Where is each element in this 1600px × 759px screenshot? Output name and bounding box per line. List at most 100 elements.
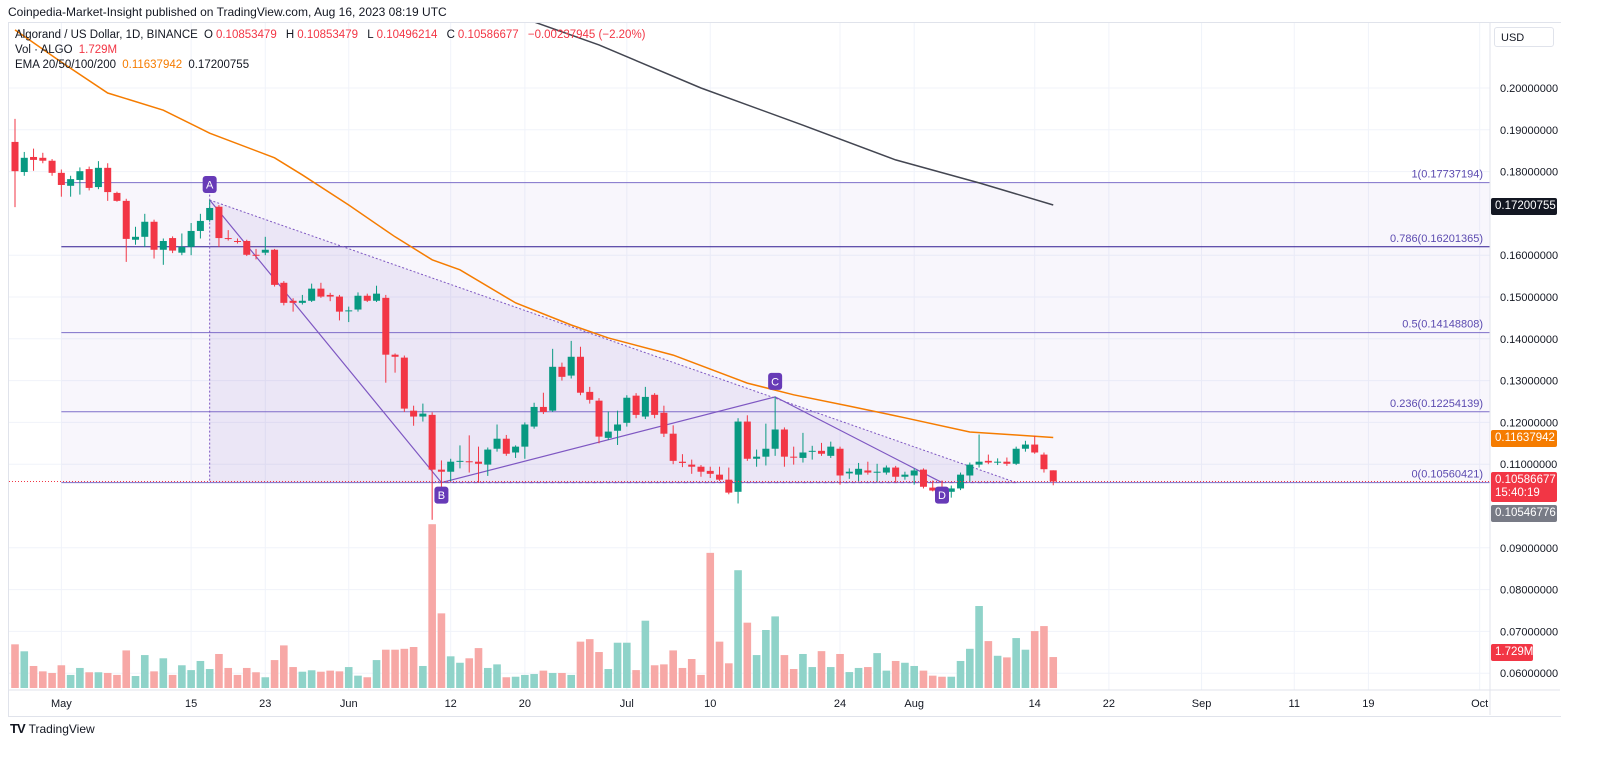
candle bbox=[39, 152, 47, 164]
candle bbox=[271, 248, 279, 287]
candle-body bbox=[1012, 448, 1020, 464]
volume-bar bbox=[975, 606, 983, 688]
volume-bar bbox=[150, 671, 158, 688]
volume-bar bbox=[307, 670, 316, 688]
candle-body bbox=[864, 470, 872, 473]
candle bbox=[465, 435, 473, 473]
candle bbox=[484, 447, 492, 476]
candle bbox=[641, 386, 649, 420]
candle bbox=[252, 248, 260, 260]
candle bbox=[261, 236, 269, 256]
candle bbox=[632, 393, 640, 419]
candle-body bbox=[882, 467, 890, 473]
candle bbox=[558, 362, 566, 381]
candle bbox=[892, 465, 900, 483]
candle-body bbox=[30, 156, 38, 160]
candle bbox=[187, 223, 195, 256]
low-label: L bbox=[367, 29, 374, 41]
volume-bar bbox=[993, 655, 1002, 688]
candle-body bbox=[734, 421, 742, 492]
candle-body bbox=[20, 157, 28, 173]
volume-bar bbox=[817, 651, 826, 688]
candle-body bbox=[280, 282, 288, 303]
candle bbox=[122, 198, 130, 262]
candle bbox=[521, 422, 529, 459]
candle-body bbox=[1049, 470, 1057, 482]
time-axis-label: Aug bbox=[904, 698, 924, 710]
fib-level-label: 0.5(0.14148808) bbox=[1402, 319, 1483, 331]
ohlc-low: L 0.10496214 bbox=[367, 29, 440, 41]
candle bbox=[753, 449, 761, 467]
volume-bar bbox=[539, 670, 548, 688]
candle-body bbox=[363, 295, 371, 301]
candle bbox=[1012, 446, 1020, 466]
candle-body bbox=[382, 297, 390, 355]
candle-body bbox=[817, 450, 825, 454]
candle-body bbox=[688, 464, 696, 467]
candle-body bbox=[799, 452, 807, 458]
volume-bar bbox=[122, 650, 131, 688]
currency-button[interactable]: USD bbox=[1494, 27, 1554, 47]
last-price-tag: 0.10586677 15:40:19 bbox=[1491, 472, 1557, 502]
candle-body bbox=[215, 206, 223, 239]
volume-bar bbox=[178, 665, 186, 688]
price-axis-label: 0.16000000 bbox=[1500, 250, 1558, 262]
symbol-name[interactable]: Algorand / US Dollar, 1D, BINANCE bbox=[15, 29, 198, 41]
price-axis-label: 0.18000000 bbox=[1500, 167, 1558, 179]
candle bbox=[447, 458, 455, 482]
candle bbox=[966, 462, 974, 482]
candle bbox=[373, 285, 381, 303]
volume-tag: 1.729M bbox=[1491, 644, 1533, 661]
volume-bar bbox=[947, 676, 956, 688]
volume-label[interactable]: Vol · ALGO bbox=[15, 44, 73, 56]
candle-body bbox=[475, 461, 482, 464]
volume-bar bbox=[131, 676, 140, 688]
candle bbox=[762, 423, 770, 466]
candle-body bbox=[150, 221, 158, 250]
volume-bar bbox=[344, 667, 353, 688]
volume-bar bbox=[252, 672, 260, 688]
volume-bar bbox=[771, 616, 779, 688]
candle-body bbox=[975, 461, 983, 465]
candle-body bbox=[373, 293, 381, 301]
volume-bar bbox=[428, 524, 436, 688]
time-axis-label: Jun bbox=[340, 698, 358, 710]
candle bbox=[512, 445, 520, 458]
volume-bar bbox=[650, 665, 659, 688]
volume-bar bbox=[205, 669, 214, 688]
ema200-line bbox=[534, 23, 1054, 206]
candle bbox=[317, 282, 325, 298]
volume-bar bbox=[558, 672, 566, 688]
volume-bar bbox=[669, 650, 677, 688]
candle-body bbox=[790, 456, 798, 458]
legend-ema-row: EMA 20/50/100/200 0.11637942 0.17200755 bbox=[15, 59, 252, 71]
time-axis-label: 12 bbox=[445, 698, 457, 710]
volume-bar bbox=[734, 570, 742, 688]
volume-bar bbox=[799, 653, 807, 688]
fib-level-label: 0.236(0.12254139) bbox=[1390, 398, 1483, 410]
candle-body bbox=[400, 357, 408, 409]
volume-bar bbox=[317, 671, 325, 688]
ema-label[interactable]: EMA 20/50/100/200 bbox=[15, 59, 117, 71]
candle-body bbox=[1031, 444, 1039, 453]
candle bbox=[651, 393, 659, 419]
candle-body bbox=[873, 471, 881, 473]
ema50-line bbox=[14, 29, 1054, 439]
candle-body bbox=[1040, 454, 1048, 470]
candle bbox=[104, 163, 112, 201]
volume-bar bbox=[548, 672, 557, 688]
candle bbox=[1040, 452, 1048, 473]
volume-bar bbox=[873, 653, 881, 688]
candle-body bbox=[465, 461, 473, 463]
volume-bar bbox=[511, 676, 520, 688]
candle bbox=[419, 403, 427, 422]
volume-bar bbox=[168, 674, 177, 688]
pattern-label-text: C bbox=[771, 376, 779, 388]
volume-bar bbox=[335, 671, 344, 688]
ema200-value: 0.17200755 bbox=[188, 59, 250, 71]
ema50-price-tag: 0.11637942 bbox=[1491, 430, 1557, 447]
ohlc-close: C 0.10586677 bbox=[447, 29, 522, 41]
volume-bar bbox=[474, 648, 483, 688]
candle-body bbox=[76, 171, 84, 180]
